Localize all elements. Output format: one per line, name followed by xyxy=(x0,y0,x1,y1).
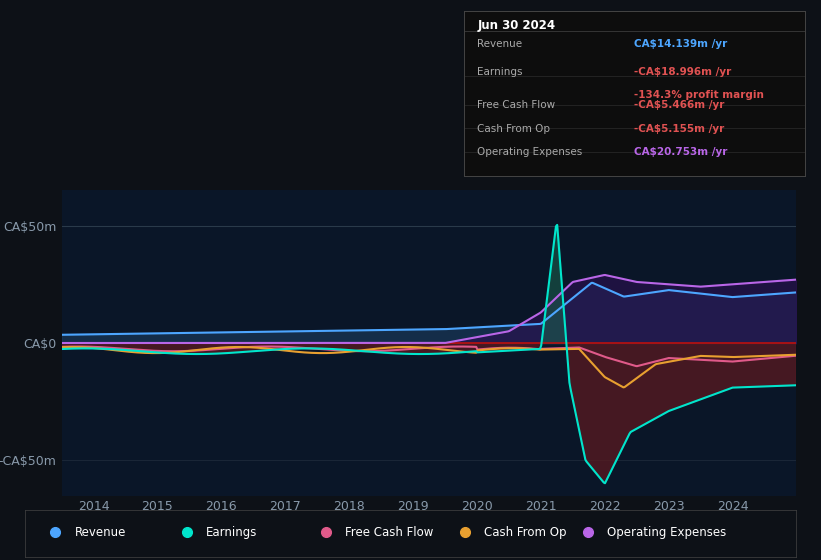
Text: -134.3% profit margin: -134.3% profit margin xyxy=(635,91,764,100)
Text: -CA$5.155m /yr: -CA$5.155m /yr xyxy=(635,124,724,133)
Text: -CA$18.996m /yr: -CA$18.996m /yr xyxy=(635,67,732,77)
Text: Free Cash Flow: Free Cash Flow xyxy=(478,100,556,110)
Text: Jun 30 2024: Jun 30 2024 xyxy=(478,18,556,31)
Text: Cash From Op: Cash From Op xyxy=(478,124,551,133)
Text: Cash From Op: Cash From Op xyxy=(484,526,566,539)
Text: CA$20.753m /yr: CA$20.753m /yr xyxy=(635,147,727,157)
Text: CA$14.139m /yr: CA$14.139m /yr xyxy=(635,39,727,49)
Text: -CA$5.466m /yr: -CA$5.466m /yr xyxy=(635,100,725,110)
Text: Revenue: Revenue xyxy=(478,39,523,49)
Text: Operating Expenses: Operating Expenses xyxy=(608,526,727,539)
Text: Earnings: Earnings xyxy=(206,526,257,539)
Text: Revenue: Revenue xyxy=(75,526,126,539)
Text: Free Cash Flow: Free Cash Flow xyxy=(345,526,433,539)
Text: Earnings: Earnings xyxy=(478,67,523,77)
Text: Operating Expenses: Operating Expenses xyxy=(478,147,583,157)
